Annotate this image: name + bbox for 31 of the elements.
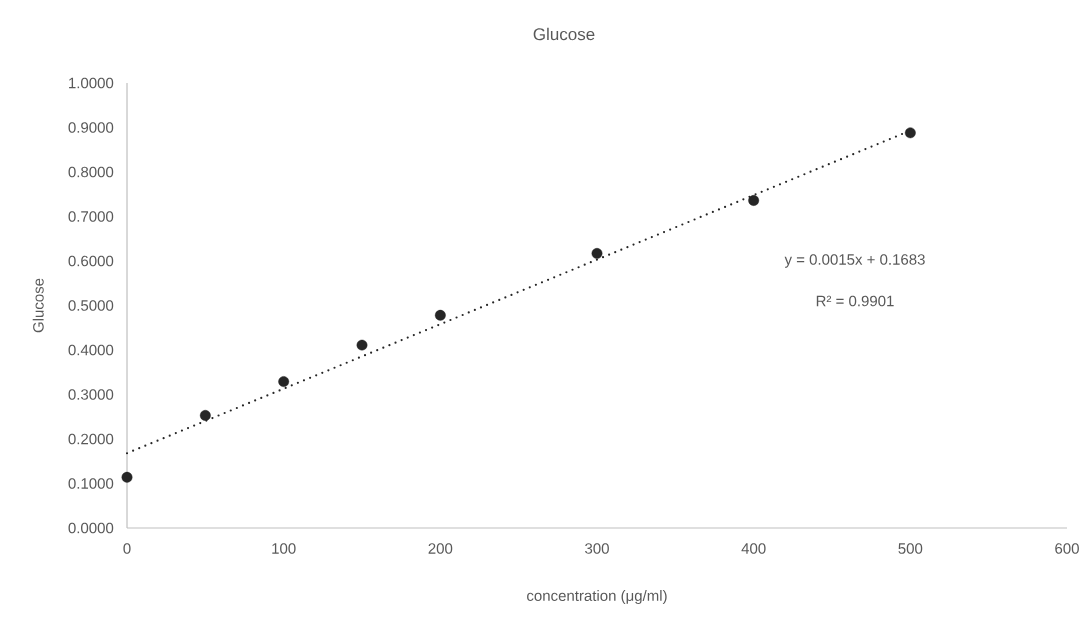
x-tick-label: 600: [1055, 543, 1079, 554]
y-tick-label: 0.8000: [68, 166, 114, 178]
annotation: y = 0.0015x + 0.1683: [784, 254, 925, 268]
y-tick-label: 0.0000: [68, 522, 114, 534]
y-tick-label: 0.3000: [68, 389, 114, 400]
point: [278, 376, 290, 387]
x-tick-label: 0: [123, 543, 131, 554]
annotation: R² = 0.9901: [816, 295, 894, 307]
point: [748, 195, 760, 206]
point: [591, 248, 603, 259]
chart-title: Glucose: [533, 27, 595, 41]
point: [199, 410, 211, 421]
x-tick-label: 100: [272, 543, 296, 554]
y-tick-label: 0.2000: [68, 433, 114, 445]
x-tick-label: 200: [428, 543, 453, 554]
point: [121, 471, 133, 483]
point: [434, 309, 446, 321]
x-axis-title: concentration (μg/ml): [527, 590, 667, 604]
x-tick-label: 300: [585, 543, 609, 554]
point: [904, 127, 916, 139]
y-tick-label: 0.7000: [68, 211, 114, 222]
y-tick-label: 1.0000: [69, 77, 114, 89]
y-tick-label: 0.9000: [68, 122, 114, 133]
x-tick-label: 400: [741, 543, 766, 554]
y-axis-title: Glucose: [32, 278, 44, 333]
y-tick-label: 0.6000: [68, 255, 114, 267]
point: [356, 339, 368, 351]
y-tick-label: 0.4000: [68, 344, 114, 356]
y-tick-label: 0.1000: [68, 478, 114, 489]
x-tick-label: 500: [898, 543, 923, 554]
y-tick-label: 0.5000: [68, 300, 114, 311]
